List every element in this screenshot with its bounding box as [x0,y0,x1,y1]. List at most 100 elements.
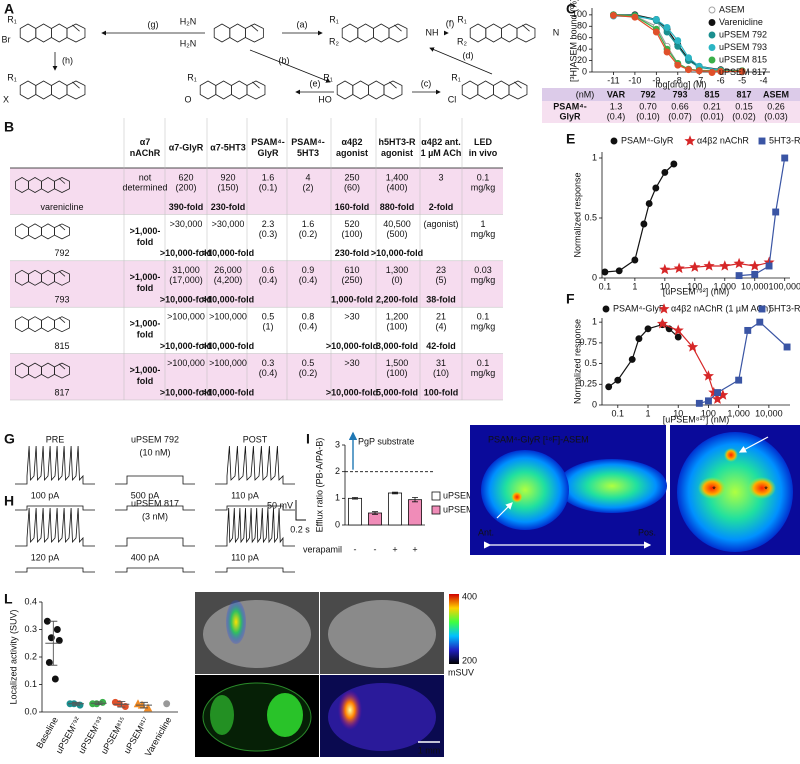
bridge [250,24,259,32]
reaction-step: (e) [310,78,321,88]
ring [229,23,246,43]
scale-label: 1 mm [418,745,441,755]
x-tick-label: - [374,544,377,554]
x-tick-label: - [354,544,357,554]
table-cell: (150) [217,182,238,192]
pet-body [557,459,667,513]
y-tick-label: 1 [335,493,340,503]
table-cell: mg/kg [471,229,496,239]
y-axis-label: Normalized response [572,319,582,404]
current-step [15,567,95,573]
table-cell: 0.21 [703,101,721,111]
table-cell: (0.4) [299,322,318,332]
table-cell: 0.6 [262,265,275,275]
x-tick-label: 10,000 [755,408,783,418]
table-cell: 1,500 [386,358,409,368]
brain-section [203,600,311,668]
table-cell: (1) [263,322,274,332]
table-cell: 920 [220,172,235,182]
marker [628,355,636,363]
table-header: α7-5HT3 [210,142,246,152]
marker [735,376,743,384]
table-cell: 0.15 [735,101,753,111]
error-bar [352,497,358,500]
table-cell: 0.1 [477,172,490,182]
table-cell: (100) [341,229,362,239]
table-cell: (0.4) [299,275,318,285]
table-header: LED [474,137,493,147]
fluorescence [210,695,234,735]
current-step [215,505,295,511]
y-tick-label: 1 [592,152,597,162]
marker [695,67,703,75]
marker [744,326,752,334]
marker [672,324,684,336]
marker [615,267,623,275]
ring [51,23,68,43]
legend-marker [708,6,716,14]
table-cell: (0.4) [259,368,278,378]
table-cell: 23 [436,265,446,275]
legend-label: uPSEM 793 [719,42,767,52]
ring [15,223,29,240]
table-cell: (500) [386,229,407,239]
y-tick-label: 0.5 [584,212,597,222]
ring [35,23,52,43]
pet-head [481,450,569,530]
table-cell: >30,000 [170,219,203,229]
fold-selectivity: fold [137,330,154,340]
table-cell: (0.07) [668,111,692,121]
legend-marker [708,19,716,26]
pointer-arrow [738,436,769,453]
legend-label: α4β2 nAChR (1 µM ACh) [671,303,771,313]
asterisk: * [764,484,768,494]
compound-name: varenicline [40,202,83,212]
fold-selectivity: >10,000-fold [160,248,212,258]
error-bar [94,701,103,706]
condition-label: uPSEM 792 [131,434,179,444]
fold-selectivity: 230-fold [335,248,370,258]
orientation-label: Ant. [478,527,494,537]
current-step [115,505,195,511]
current-label: 400 pA [131,552,160,562]
table-cell: (0.2) [299,368,318,378]
x-axis-label: [uPSEM⁷⁹²] (nM) [663,286,730,296]
current-label: 100 pA [31,490,60,500]
x-tick-label: -9 [652,75,660,85]
table-header: 817 [736,89,751,99]
marker [645,200,653,208]
fold-selectivity: >10,000-fold [160,295,212,305]
bridged-ring [54,223,70,240]
ring [41,316,55,333]
x-tick-label: -11 [607,75,619,85]
table-cell: 0.1 [477,358,490,368]
data-point [121,703,129,710]
fold-selectivity: >1,000- [130,272,161,282]
y-tick-label: 0.5 [584,358,597,368]
marker [772,208,780,216]
marker [738,67,746,75]
scheme-group: R₂ [329,36,339,46]
ring [35,80,52,100]
y-tick-label: 100 [572,9,587,19]
data-point [51,675,59,683]
marker [601,268,609,276]
scheme-group: R₁ [329,14,339,24]
fold-selectivity: >10,000-fold [202,341,254,351]
marker [749,260,761,271]
table-cell: 1,200 [386,312,409,322]
y-tick-label: 1 [592,317,597,327]
table-cell: 3 [438,172,443,182]
scheme-group: R₂ [457,36,467,46]
table-cell: >100,000 [167,358,205,368]
table-cell: (0.2) [299,229,318,239]
fold-selectivity: >1,000- [130,365,161,375]
ring [492,80,510,100]
x-tick-label: 100,000 [768,281,800,291]
bridged-ring [54,316,70,333]
y-axis-label: Efflux ratio (PB-A/PA-B) [314,438,324,533]
data-point [47,634,55,642]
table-header: nAChR [130,148,161,158]
fold-selectivity: >1,000- [130,319,161,329]
y-tick-label: 0 [592,399,597,409]
